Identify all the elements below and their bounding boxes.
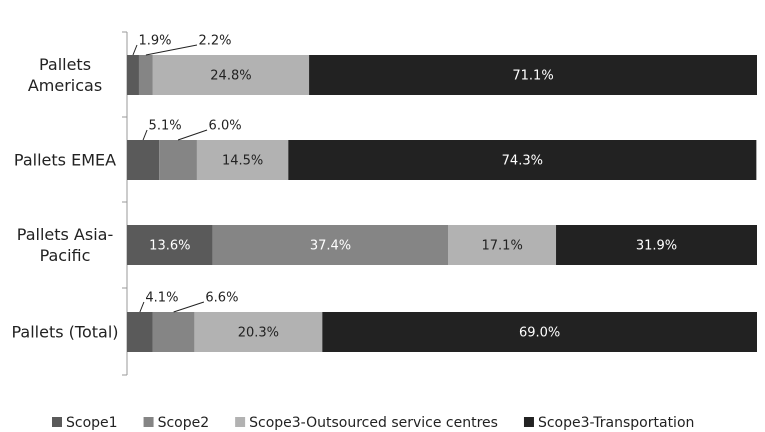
data-label: 2.2% bbox=[198, 34, 231, 49]
bar-segment bbox=[196, 140, 289, 180]
bar-segment bbox=[152, 312, 195, 352]
legend-label: Scope2 bbox=[158, 415, 210, 431]
bar-segment bbox=[288, 140, 757, 180]
data-label: 20.3% bbox=[238, 326, 279, 341]
data-label: 69.0% bbox=[519, 326, 560, 341]
data-label: 74.3% bbox=[502, 154, 543, 169]
data-label: 71.1% bbox=[512, 69, 553, 84]
data-label: 13.6% bbox=[149, 239, 190, 254]
bar-segment bbox=[127, 140, 160, 180]
legend-label: Scope3-Outsourced service centres bbox=[249, 415, 498, 431]
bar-segment bbox=[138, 55, 153, 95]
bar-segment bbox=[556, 225, 757, 265]
data-label: 6.6% bbox=[205, 291, 238, 306]
category-label: Pallets Asia-Pacific bbox=[16, 225, 114, 265]
bar-segment bbox=[322, 312, 757, 352]
legend-swatch bbox=[143, 417, 154, 427]
leader-line bbox=[177, 129, 208, 141]
legend-label: Scope1 bbox=[66, 415, 118, 431]
legend-swatch bbox=[235, 417, 246, 427]
category-label: Pallets EMEA bbox=[13, 150, 117, 170]
data-label: 37.4% bbox=[310, 239, 351, 254]
leader-line bbox=[142, 129, 148, 141]
legend-swatch bbox=[523, 417, 534, 427]
leader-line bbox=[132, 44, 138, 56]
leader-line bbox=[139, 301, 145, 313]
bar-segment bbox=[159, 140, 197, 180]
bar-segment bbox=[152, 55, 310, 95]
bar-segment bbox=[127, 312, 153, 352]
bar-segment bbox=[127, 55, 139, 95]
bar-segment bbox=[309, 55, 757, 95]
bar-segment bbox=[194, 312, 323, 352]
data-label: 31.9% bbox=[636, 239, 677, 254]
leader-line bbox=[173, 301, 205, 313]
data-label: 24.8% bbox=[210, 69, 251, 84]
bar-segment bbox=[448, 225, 557, 265]
data-label: 1.9% bbox=[138, 34, 171, 49]
legend-swatch bbox=[52, 417, 62, 427]
data-label: 5.1% bbox=[149, 119, 182, 134]
leader-line bbox=[145, 44, 198, 56]
data-label: 17.1% bbox=[482, 239, 523, 254]
bar-segment bbox=[212, 225, 449, 265]
data-label: 4.1% bbox=[145, 291, 178, 306]
data-label: 14.5% bbox=[222, 154, 263, 169]
bar-segment bbox=[127, 225, 213, 265]
category-label: Pallets (Total) bbox=[11, 322, 119, 342]
legend-label: Scope3-Transportation bbox=[538, 415, 694, 431]
category-label: Pallets Americas bbox=[27, 55, 103, 95]
data-label: 6.0% bbox=[209, 119, 242, 134]
